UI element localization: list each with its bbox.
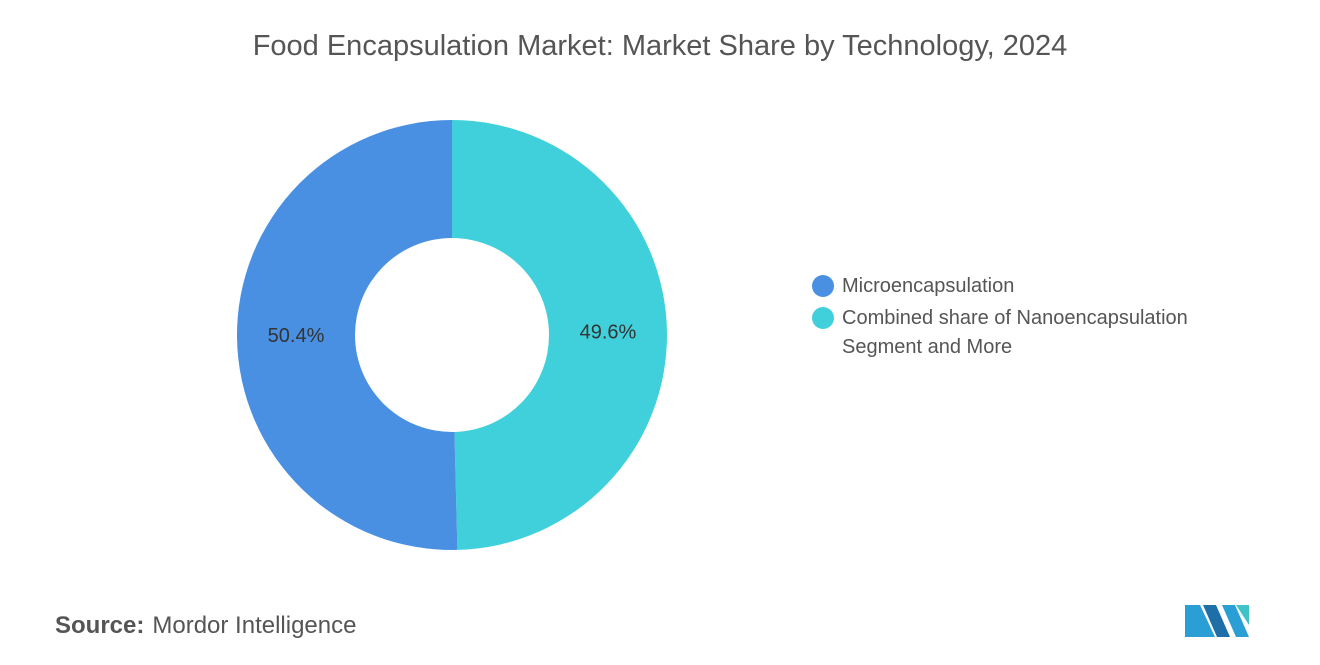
legend-item: Microencapsulation: [812, 272, 1252, 301]
source-text: Mordor Intelligence: [152, 612, 357, 639]
source: Source: Mordor Intelligence: [55, 612, 356, 640]
legend: Microencapsulation Combined share of Nano…: [812, 272, 1252, 365]
legend-swatch: [812, 275, 834, 297]
legend-item: Combined share of Nanoencapsulation Segm…: [812, 304, 1252, 362]
legend-label: Combined share of Nanoencapsulation Segm…: [842, 307, 1188, 358]
source-label: Source:: [55, 612, 145, 639]
legend-swatch: [812, 307, 834, 329]
donut-slice: [452, 119, 668, 550]
legend-label: Microencapsulation: [842, 275, 1015, 297]
data-label: 50.4%: [268, 325, 325, 347]
data-label: 49.6%: [580, 321, 637, 343]
logo: [1185, 605, 1249, 637]
donut-slice: [237, 120, 458, 550]
chart-title: Food Encapsulation Market: Market Share …: [252, 30, 1068, 62]
